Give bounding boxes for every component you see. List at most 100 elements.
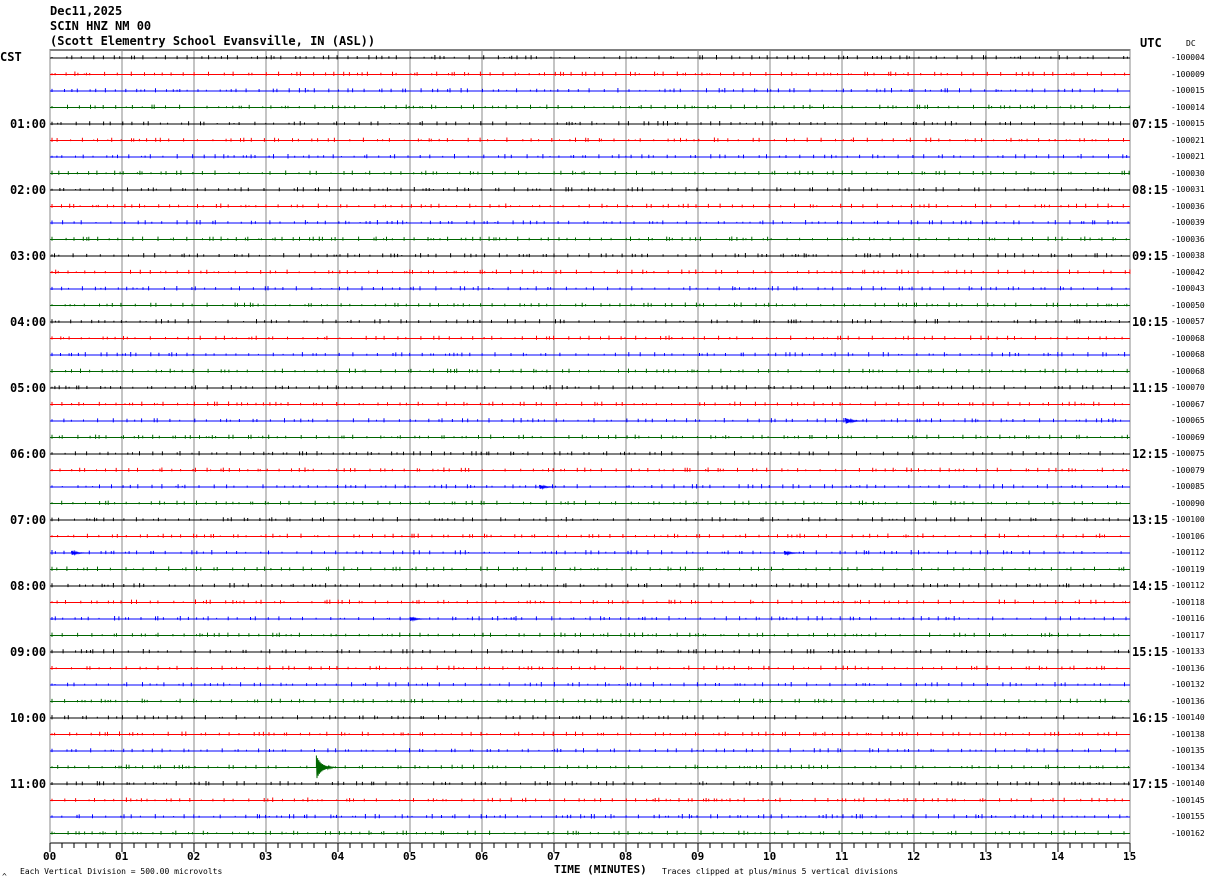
plot-frame: [49, 49, 1131, 844]
dc-offset-label: -100134: [1171, 762, 1205, 772]
trace-noise: [51, 616, 1127, 621]
x-tick-label: 14: [1051, 850, 1065, 863]
dc-offset-label: -100140: [1171, 779, 1205, 788]
right-hour-label: 07:15: [1132, 117, 1169, 131]
scale-note: Each Vertical Division = 500.00 microvol…: [20, 867, 223, 876]
x-tick-label: 10: [763, 850, 777, 863]
trace-noise: [51, 352, 1126, 357]
dc-offset-label: -100075: [1171, 449, 1205, 458]
dc-offset-label: -100085: [1171, 482, 1205, 491]
dc-offset-label: -100030: [1171, 168, 1205, 178]
trace-noise: [51, 715, 1124, 720]
dc-offset-label: -100021: [1171, 152, 1205, 161]
station-location: (Scott Elementry School Evansville, IN (…: [50, 34, 376, 48]
left-hour-label: 01:00: [10, 117, 47, 131]
left-hour-label: 10:00: [10, 711, 47, 725]
trace-noise: [51, 649, 1129, 654]
trace-noise: [51, 203, 1124, 208]
trace-noise: [51, 170, 1130, 175]
trace-noise: [51, 104, 1130, 109]
trace-noise: [51, 253, 1122, 258]
x-tick-label: 01: [115, 850, 129, 863]
dc-offset-label: -100068: [1171, 350, 1205, 359]
dc-offset-label: -100069: [1171, 432, 1205, 442]
x-tick-label: 09: [691, 850, 705, 863]
dc-offset-label: -100039: [1171, 218, 1205, 227]
dc-offset-label: -100116: [1171, 614, 1205, 623]
trace-noise: [51, 88, 1119, 93]
dc-offset-label: -100162: [1171, 828, 1205, 838]
x-tick-label: 00: [43, 850, 57, 863]
dc-offset-label: -100038: [1171, 251, 1205, 260]
left-timezone: CST: [0, 50, 22, 64]
seismic-event: [783, 550, 802, 556]
scale-marker-icon: ^: [2, 872, 7, 881]
dc-offset-label: -100042: [1171, 267, 1205, 277]
trace-noise: [51, 467, 1128, 472]
right-hour-label: 12:15: [1132, 447, 1169, 461]
trace-noise: [51, 418, 1122, 423]
trace-noise: [51, 434, 1128, 439]
left-hour-label: 04:00: [10, 315, 47, 329]
dc-offset-label: -100067: [1171, 399, 1205, 409]
dc-offset-label: -100079: [1171, 465, 1205, 475]
left-hour-label: 09:00: [10, 645, 47, 659]
left-hour-label: 07:00: [10, 513, 47, 527]
dc-offset-label: -100136: [1171, 663, 1205, 673]
dc-offset-label: -100140: [1171, 713, 1205, 722]
dc-offset-label: -100031: [1171, 185, 1205, 194]
trace-noise: [51, 599, 1131, 604]
dc-offset-label: -100112: [1171, 581, 1205, 590]
x-tick-label: 08: [619, 850, 633, 863]
trace-noise: [51, 781, 1130, 786]
trace-noise: [51, 451, 1124, 456]
left-hour-label: 06:00: [10, 447, 47, 461]
dc-offset-label: -100021: [1171, 135, 1205, 145]
x-tick-label: 15: [1123, 850, 1137, 863]
dc-offset-label: -100100: [1171, 515, 1205, 524]
trace-noise: [51, 797, 1123, 802]
dc-offset-label: -100119: [1171, 564, 1205, 574]
right-hour-label: 15:15: [1132, 645, 1169, 659]
trace-noise: [51, 55, 1128, 60]
right-hour-label: 10:15: [1132, 315, 1169, 329]
seismic-event: [845, 417, 864, 424]
x-tick-label: 12: [907, 850, 921, 863]
left-hour-label: 11:00: [10, 777, 47, 791]
left-hour-label: 05:00: [10, 381, 47, 395]
trace-noise: [51, 71, 1126, 76]
dc-offset-label: -100112: [1171, 548, 1205, 557]
x-tick-label: 13: [979, 850, 993, 863]
right-hour-label: 16:15: [1132, 711, 1169, 725]
right-hour-label: 09:15: [1132, 249, 1169, 263]
dc-offset-label: -100133: [1171, 647, 1205, 656]
trace-noise: [51, 814, 1128, 819]
x-tick-label: 07: [547, 850, 561, 863]
seismic-event: [539, 484, 558, 490]
right-hour-label: 17:15: [1132, 777, 1169, 791]
trace-noise: [51, 550, 1122, 555]
trace-noise: [51, 154, 1128, 159]
x-tick-label: 11: [835, 850, 849, 863]
trace-noise: [51, 236, 1127, 241]
trace-noise: [51, 302, 1128, 307]
trace-noise: [51, 731, 1118, 736]
trace-noise: [51, 830, 1125, 835]
dc-offset-label: -100090: [1171, 498, 1205, 508]
dc-offset-label: -100145: [1171, 795, 1205, 805]
dc-offset-label: -100068: [1171, 333, 1205, 343]
x-axis-label: TIME (MINUTES): [554, 863, 647, 876]
right-hour-label: 14:15: [1132, 579, 1169, 593]
dc-offset-label: -100043: [1171, 284, 1205, 293]
trace-noise: [51, 335, 1123, 340]
trace-noise: [51, 220, 1129, 225]
dc-offset-label: -100065: [1171, 416, 1205, 425]
dc-offset-label: -100132: [1171, 680, 1205, 689]
dc-offset-label: -100004: [1171, 53, 1205, 62]
trace-noise: [51, 566, 1125, 571]
x-tick-label: 03: [259, 850, 273, 863]
dc-offset-label: -100106: [1171, 531, 1205, 541]
trace-noise: [51, 665, 1118, 670]
trace-noise: [51, 533, 1121, 538]
